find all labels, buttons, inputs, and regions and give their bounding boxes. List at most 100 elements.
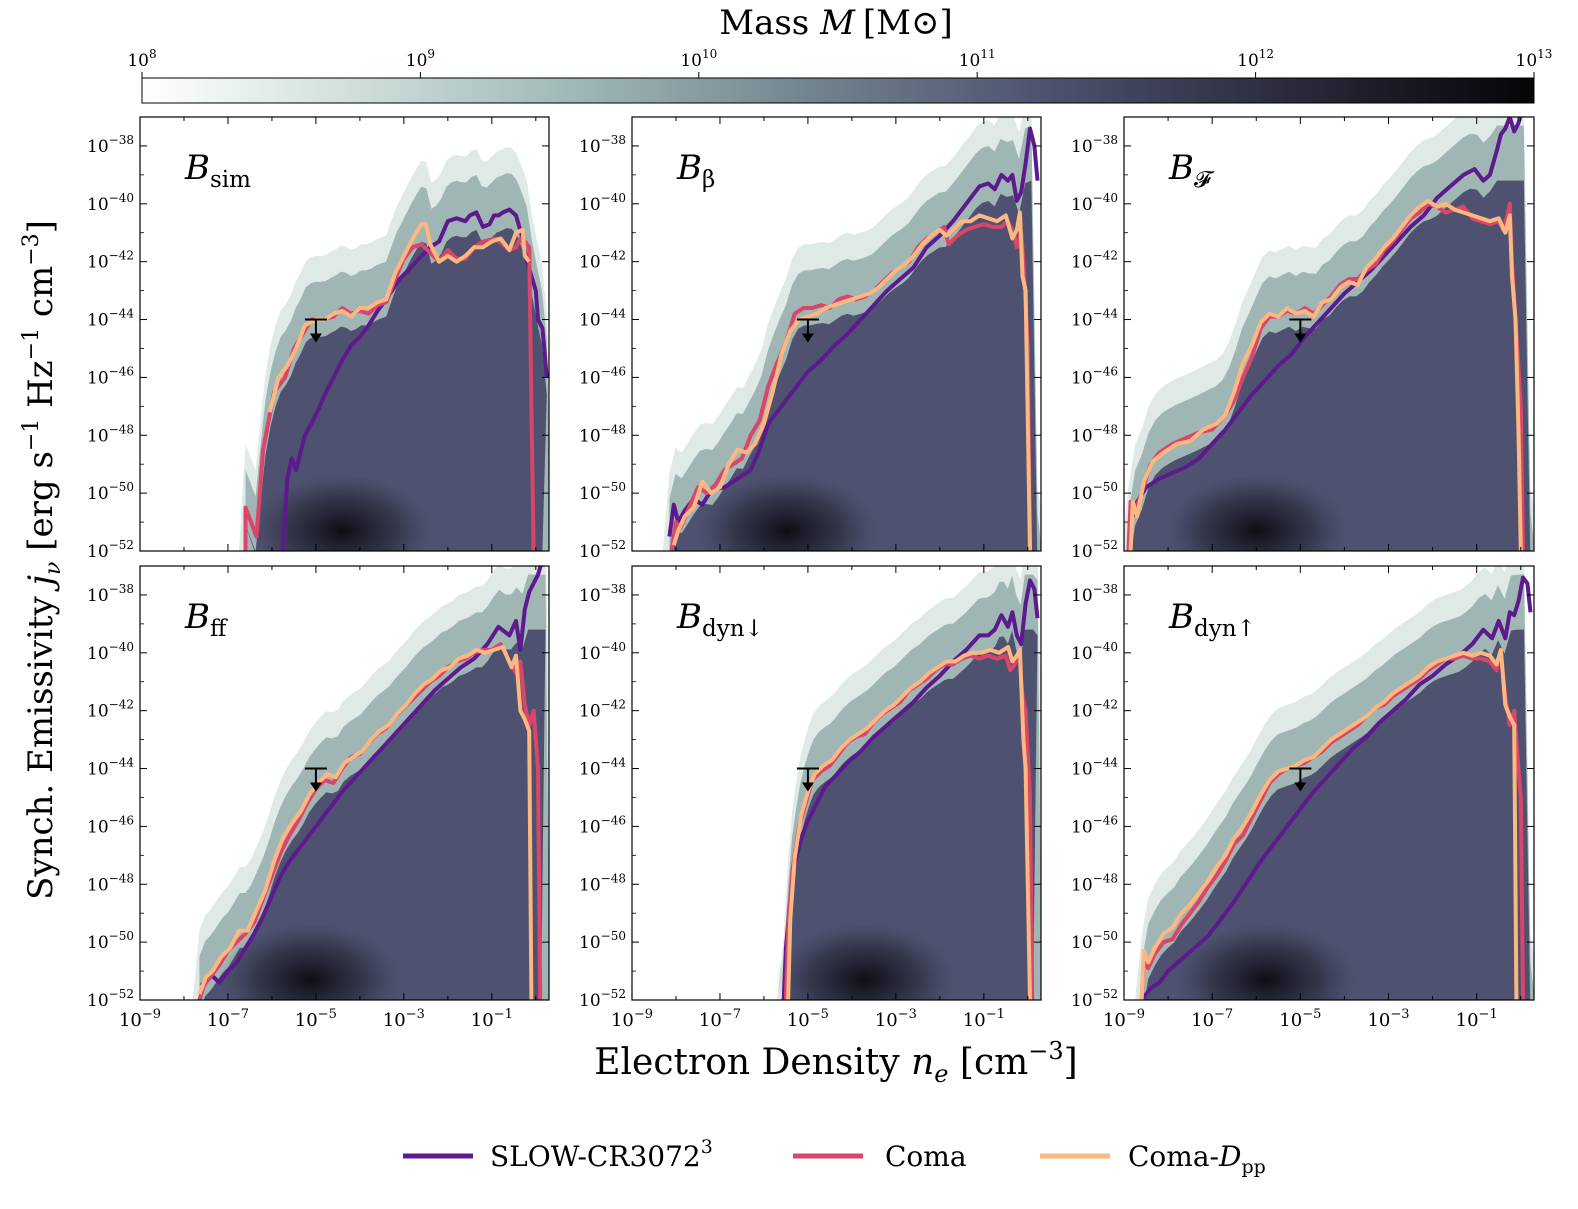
y-tick-label: 10−44 (579, 756, 626, 780)
upper-limit-marker (1289, 318, 1312, 343)
panel-title: Bdyn↓ (676, 597, 764, 642)
y-tick-label: 10−42 (579, 698, 626, 722)
y-tick-label: 10−52 (87, 538, 134, 562)
heatmap-dense (1144, 629, 1531, 1000)
y-tick-label: 10−48 (1071, 422, 1118, 446)
y-tick-label: 10−42 (1071, 249, 1118, 273)
series-line-slow (1140, 575, 1533, 1000)
y-tick-label: 10−52 (579, 987, 626, 1011)
series-line-coma-dpp (671, 210, 1032, 551)
x-axis-label: Electron Density ne [cm−3] (594, 1037, 1077, 1088)
y-tick-label: 10−46 (1071, 364, 1118, 388)
mass-heatmap (192, 566, 549, 1000)
y-tick-label: 10−38 (579, 582, 626, 606)
x-tick-label: 10−5 (1279, 1007, 1321, 1031)
y-tick-label: 10−50 (579, 929, 626, 953)
y-axis-label: Synch. Emissivity jν [erg s−1 Hz−1 cm−3] (19, 220, 66, 900)
legend-entry-coma: Coma (793, 1140, 967, 1173)
y-tick-label: 10−46 (87, 364, 134, 388)
panel-title: Bsim (184, 148, 251, 193)
series-line-coma (1139, 653, 1525, 1000)
panel-1: 10−38 10−40 10−42 10−44 10−46 10−48 10−50 10−52… (87, 116, 550, 562)
y-tick-label: 10−42 (579, 249, 626, 273)
series-lines (197, 566, 546, 1000)
x-tick-label: 10−7 (207, 1007, 249, 1031)
y-tick-label: 10−40 (579, 191, 626, 215)
panel-frame (1123, 116, 1535, 552)
upper-limit-marker (304, 318, 327, 343)
heatmap-dense (203, 629, 546, 1000)
y-tick-label: 10−40 (87, 640, 134, 664)
x-tick-label: 10−3 (1367, 1007, 1409, 1031)
y-tick-label: 10−38 (1071, 133, 1118, 157)
colorbar-tick-label: 108 (127, 47, 156, 71)
y-tick-label: 10−48 (87, 422, 134, 446)
y-tick-label: 10−42 (87, 249, 134, 273)
y-tick-label: 10−50 (579, 480, 626, 504)
x-tick-label: 10−9 (1103, 1007, 1145, 1031)
mass-heatmap (238, 147, 549, 551)
x-tick-label: 10−1 (1456, 1007, 1498, 1031)
y-tick-label: 10−48 (579, 871, 626, 895)
series-line-coma-dpp (786, 645, 1032, 1000)
panel-frame (139, 116, 550, 552)
y-tick-label: 10−38 (87, 582, 134, 606)
series-lines (1139, 575, 1533, 1000)
y-tick-label: 10−50 (87, 480, 134, 504)
legend-entry-slow: SLOW-CR30723 (403, 1136, 713, 1173)
y-tick-label: 10−38 (87, 133, 134, 157)
y-tick-label: 10−44 (1071, 307, 1118, 331)
y-tick-label: 10−48 (1071, 871, 1118, 895)
series-lines (667, 126, 1040, 551)
y-tick-label: 10−38 (1071, 582, 1118, 606)
y-tick-label: 10−50 (87, 929, 134, 953)
colorbar-tick-label: 1012 (1237, 47, 1274, 71)
panel-2: 10−38 10−40 10−42 10−44 10−46 10−48 10−50 10−52… (579, 116, 1042, 562)
x-tick-label: 10−9 (119, 1007, 161, 1031)
x-tick-label: 10−9 (611, 1007, 653, 1031)
y-tick-label: 10−44 (1071, 756, 1118, 780)
y-tick-label: 10−46 (87, 813, 134, 837)
y-tick-label: 10−40 (1071, 191, 1118, 215)
panel-6: 10−38 10−40 10−42 10−44 10−46 10−48 10−50 10−52… (1071, 565, 1535, 1031)
colorbar-gradient (141, 77, 1535, 104)
heatmap-dense (670, 180, 1038, 551)
y-tick-label: 10−50 (1071, 929, 1118, 953)
x-tick-label: 10−3 (875, 1007, 917, 1031)
mass-heatmap (774, 566, 1041, 1000)
x-tick-label: 10−7 (1191, 1007, 1233, 1031)
panel-frame (631, 565, 1042, 1001)
y-tick-label: 10−44 (87, 756, 134, 780)
y-tick-label: 10−52 (1071, 538, 1118, 562)
upper-limit-marker (796, 767, 819, 792)
y-tick-label: 10−44 (579, 307, 626, 331)
panel-5: 10−38 10−40 10−42 10−44 10−46 10−48 10−50 10−52… (579, 565, 1042, 1031)
y-tick-label: 10−52 (87, 987, 134, 1011)
panel-title: Bβ (676, 148, 715, 193)
panel-frame (139, 565, 550, 1001)
x-tick-label: 10−3 (383, 1007, 425, 1031)
x-tick-label: 10−1 (963, 1007, 1005, 1031)
series-lines (781, 578, 1040, 1000)
colorbar-label: Mass M [M⊙] (719, 3, 952, 43)
heatmap-dense (245, 228, 547, 551)
colorbar-tick-label: 1013 (1516, 47, 1553, 71)
y-tick-label: 10−52 (579, 538, 626, 562)
mass-heatmap (1124, 117, 1534, 551)
x-tick-label: 10−5 (295, 1007, 337, 1031)
heatmap-core (251, 474, 432, 551)
panel-title: B𝓕 (1168, 148, 1215, 193)
heatmap-dense (784, 629, 1038, 1000)
legend-entry-coma-dpp: Coma-Dpp (1040, 1140, 1266, 1178)
y-tick-label: 10−48 (579, 422, 626, 446)
series-line-slow (200, 566, 546, 987)
y-tick-label: 10−40 (579, 640, 626, 664)
y-tick-label: 10−52 (1071, 987, 1118, 1011)
heatmap-core (1166, 474, 1348, 551)
x-tick-label: 10−5 (787, 1007, 829, 1031)
upper-limit-marker (304, 767, 327, 792)
y-tick-label: 10−42 (87, 698, 134, 722)
y-tick-label: 10−40 (1071, 640, 1118, 664)
y-tick-label: 10−46 (579, 364, 626, 388)
